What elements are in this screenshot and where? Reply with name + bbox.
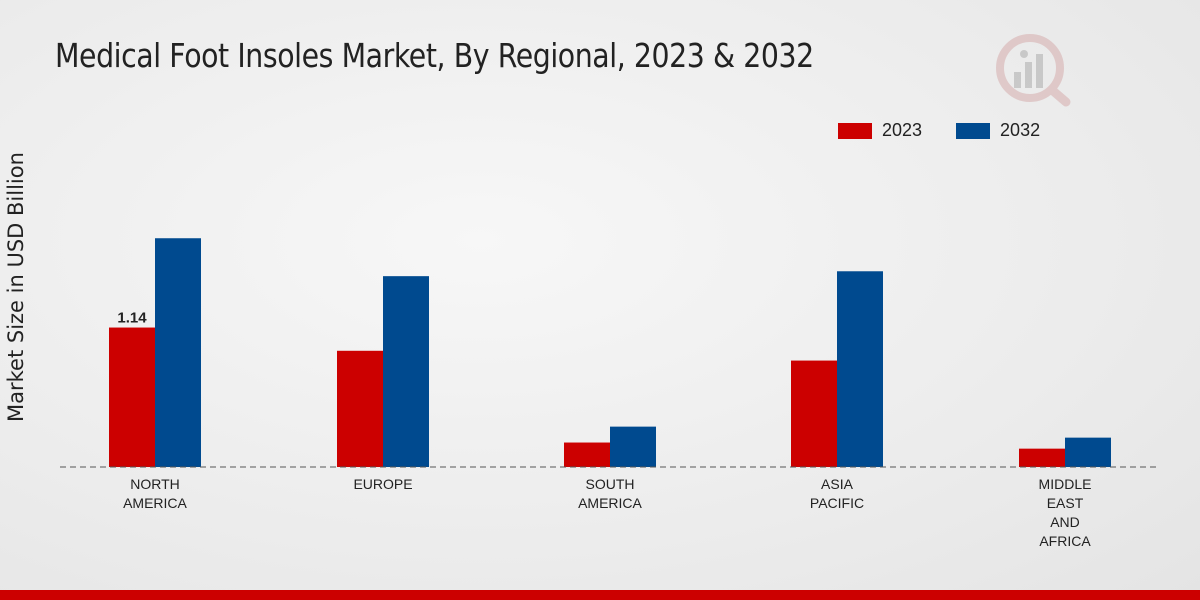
bar-2023-europe[interactable] xyxy=(337,350,383,467)
x-tick-label-asia-pacific: ASIA PACIFIC xyxy=(810,476,864,511)
legend-item-2032[interactable]: 2032 xyxy=(956,120,1040,141)
legend-item-2023[interactable]: 2023 xyxy=(838,120,922,141)
bar-2032-middle-east-and-africa[interactable] xyxy=(1065,437,1111,467)
bottom-accent-bar xyxy=(0,590,1200,600)
x-tick-label-south-america: SOUTH AMERICA xyxy=(578,476,642,511)
bar-2032-asia-pacific[interactable] xyxy=(837,271,883,467)
legend: 2023 2032 xyxy=(838,120,1040,141)
x-tick-label-middle-east-and-africa: MIDDLE EAST AND AFRICA xyxy=(1039,476,1092,549)
bar-2032-north-america[interactable] xyxy=(155,238,201,467)
bar-2023-south-america[interactable] xyxy=(564,442,610,467)
brand-logo-icon xyxy=(996,34,1071,107)
x-tick-label-north-america: NORTH AMERICA xyxy=(123,476,187,511)
bar-2032-south-america[interactable] xyxy=(610,426,656,467)
data-label-2023-0: 1.14 xyxy=(117,310,147,327)
legend-label-2032: 2032 xyxy=(1000,120,1041,140)
x-tick-label-europe: EUROPE xyxy=(353,476,412,492)
legend-label-2023: 2023 xyxy=(882,120,923,140)
chart-title: Medical Foot Insoles Market, By Regional… xyxy=(55,36,814,75)
bar-2023-middle-east-and-africa[interactable] xyxy=(1019,448,1065,467)
bar-2032-europe[interactable] xyxy=(383,276,429,467)
legend-swatch-2023 xyxy=(838,122,872,139)
bar-2023-asia-pacific[interactable] xyxy=(791,360,837,467)
legend-swatch-2032 xyxy=(956,122,991,139)
bar-2023-north-america[interactable] xyxy=(109,327,155,467)
